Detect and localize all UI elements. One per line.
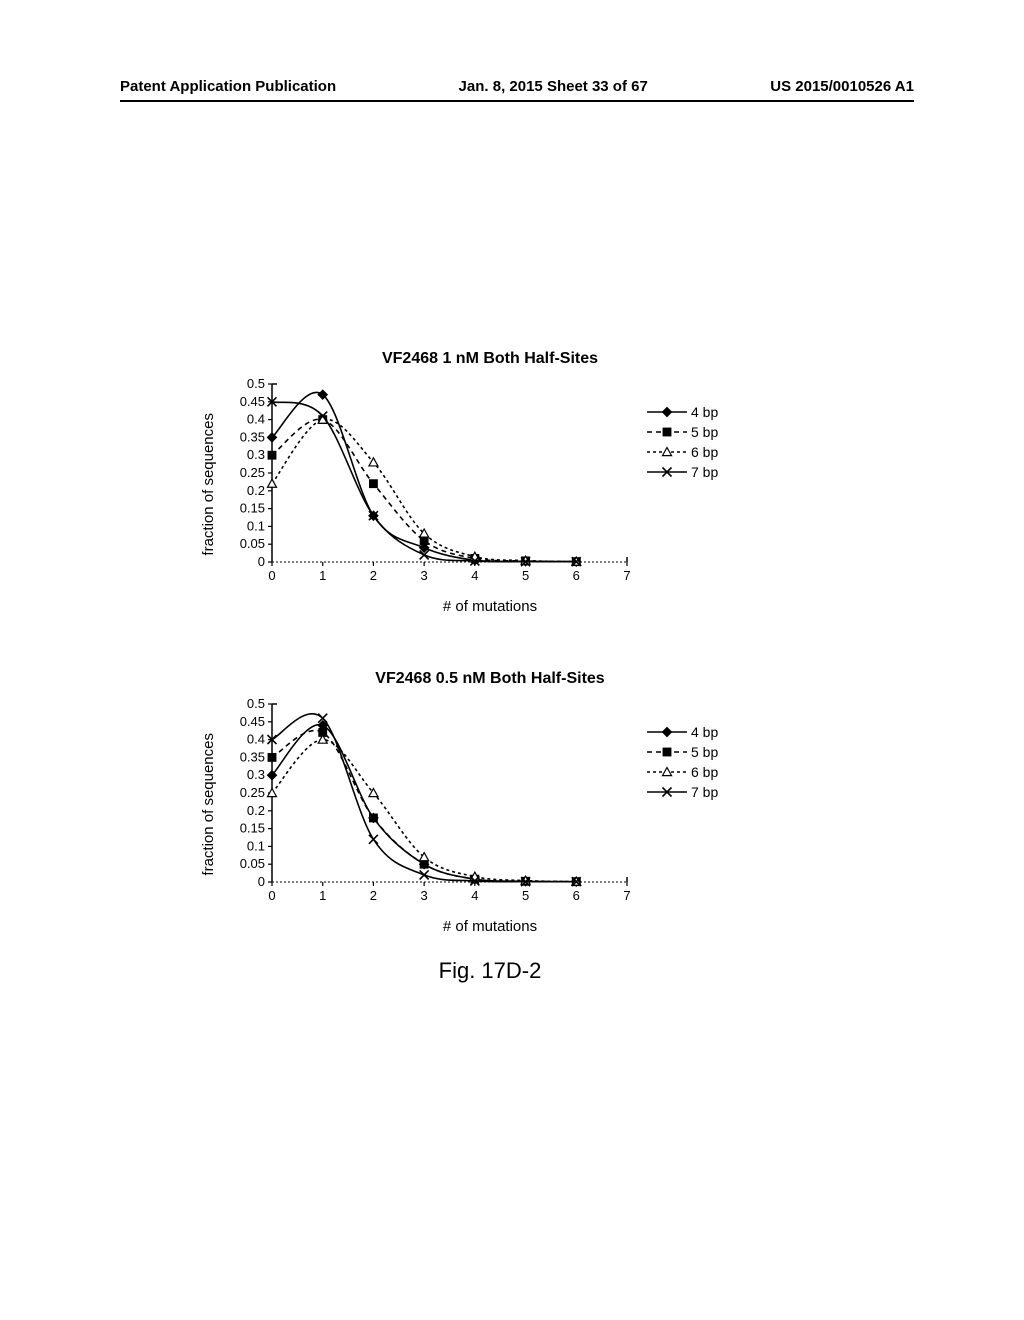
svg-text:1: 1 [319, 888, 326, 903]
legend-item: 4 bp [647, 724, 718, 740]
y-axis-label: fraction of sequences [200, 413, 217, 556]
patent-header: Patent Application Publication Jan. 8, 2… [120, 78, 914, 95]
legend-label: 5 bp [691, 424, 718, 440]
svg-text:0.25: 0.25 [240, 785, 265, 800]
svg-text:0.35: 0.35 [240, 749, 265, 764]
svg-text:0.2: 0.2 [247, 483, 265, 498]
chart-row: fraction of sequences 0 0.05 0.1 0.15 0.2 0.2… [200, 694, 860, 914]
ylabel-wrap: fraction of sequences [200, 694, 217, 914]
header-right: US 2015/0010526 A1 [770, 78, 914, 95]
chart-row: fraction of sequences 0 0.05 0.1 0.15 0.2 0.2… [200, 374, 860, 594]
legend-label: 7 bp [691, 464, 718, 480]
svg-text:0.1: 0.1 [247, 838, 265, 853]
svg-text:4: 4 [471, 568, 478, 583]
svg-text:0.45: 0.45 [240, 714, 265, 729]
svg-text:0.4: 0.4 [247, 732, 265, 747]
page: Patent Application Publication Jan. 8, 2… [0, 0, 1024, 1320]
svg-text:0.4: 0.4 [247, 412, 265, 427]
legend-label: 4 bp [691, 404, 718, 420]
figure-caption-block: Fig. 17D-2 [200, 950, 860, 984]
legend-label: 7 bp [691, 784, 718, 800]
header-rule [120, 100, 914, 102]
svg-text:0: 0 [258, 874, 265, 889]
svg-text:3: 3 [421, 888, 428, 903]
svg-text:2: 2 [370, 568, 377, 583]
svg-text:0: 0 [268, 568, 275, 583]
legend-item: 5 bp [647, 744, 718, 760]
svg-text:7: 7 [623, 568, 630, 583]
svg-text:0.5: 0.5 [247, 696, 265, 711]
svg-text:0.35: 0.35 [240, 429, 265, 444]
header-center: Jan. 8, 2015 Sheet 33 of 67 [459, 78, 648, 95]
figure-caption: Fig. 17D-2 [240, 958, 740, 984]
legend-label: 4 bp [691, 724, 718, 740]
svg-text:5: 5 [522, 888, 529, 903]
chart-legend: 4 bp 5 bp 6 bp 7 bp [647, 724, 718, 804]
chart-block: VF2468 0.5 nM Both Half-Sites fraction o… [200, 670, 860, 935]
svg-text:0: 0 [258, 554, 265, 569]
legend-label: 5 bp [691, 744, 718, 760]
svg-text:0.2: 0.2 [247, 803, 265, 818]
x-axis-label: # of mutations [240, 598, 740, 615]
ylabel-wrap: fraction of sequences [200, 374, 217, 594]
svg-text:0.1: 0.1 [247, 518, 265, 533]
svg-text:5: 5 [522, 568, 529, 583]
svg-text:4: 4 [471, 888, 478, 903]
y-axis-label: fraction of sequences [200, 733, 217, 876]
svg-text:7: 7 [623, 888, 630, 903]
svg-text:0.25: 0.25 [240, 465, 265, 480]
svg-text:0.3: 0.3 [247, 447, 265, 462]
svg-text:3: 3 [421, 568, 428, 583]
header-left: Patent Application Publication [120, 78, 336, 95]
chart-legend: 4 bp 5 bp 6 bp 7 bp [647, 404, 718, 484]
legend-item: 6 bp [647, 764, 718, 780]
svg-text:0.15: 0.15 [240, 501, 265, 516]
svg-text:0.15: 0.15 [240, 821, 265, 836]
x-axis-label: # of mutations [240, 918, 740, 935]
svg-text:6: 6 [573, 888, 580, 903]
chart-title: VF2468 0.5 nM Both Half-Sites [240, 670, 740, 688]
svg-text:1: 1 [319, 568, 326, 583]
svg-text:0.5: 0.5 [247, 376, 265, 391]
chart-plot: 0 0.05 0.1 0.15 0.2 0.25 0.3 0.35 0.4 0.45 0.5 0 1 2 3… [217, 694, 637, 914]
chart-block: VF2468 1 nM Both Half-Sites fraction of … [200, 350, 860, 615]
svg-text:0.45: 0.45 [240, 394, 265, 409]
svg-text:0.05: 0.05 [240, 536, 265, 551]
svg-text:0.3: 0.3 [247, 767, 265, 782]
legend-item: 5 bp [647, 424, 718, 440]
svg-text:2: 2 [370, 888, 377, 903]
legend-item: 7 bp [647, 464, 718, 480]
svg-text:0.05: 0.05 [240, 856, 265, 871]
legend-label: 6 bp [691, 764, 718, 780]
svg-text:0: 0 [268, 888, 275, 903]
legend-item: 7 bp [647, 784, 718, 800]
chart-plot: 0 0.05 0.1 0.15 0.2 0.25 0.3 0.35 0.4 0.45 0.5 0 1 2 3… [217, 374, 637, 594]
chart-title: VF2468 1 nM Both Half-Sites [240, 350, 740, 368]
legend-label: 6 bp [691, 444, 718, 460]
legend-item: 6 bp [647, 444, 718, 460]
svg-text:6: 6 [573, 568, 580, 583]
legend-item: 4 bp [647, 404, 718, 420]
